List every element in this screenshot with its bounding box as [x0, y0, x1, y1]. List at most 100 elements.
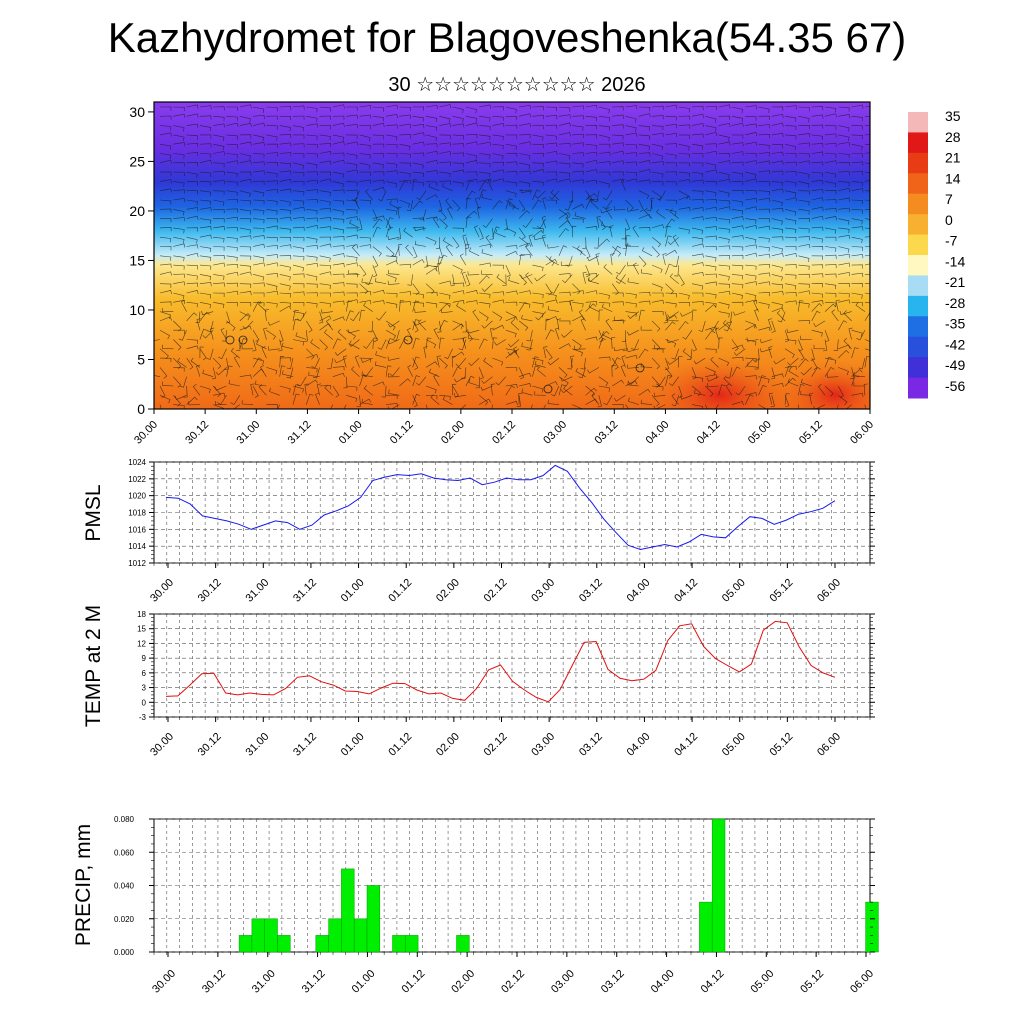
wind-barb: [306, 179, 318, 184]
wind-barb: [572, 348, 583, 357]
wind-barb: [532, 356, 539, 368]
wind-barb: [831, 309, 839, 322]
wind-barb: [346, 227, 358, 232]
wind-barb: [705, 264, 717, 271]
wind-barb: [306, 134, 318, 140]
wind-barb: [545, 299, 558, 304]
wind-barb: [439, 280, 452, 285]
wind-barb: [518, 227, 526, 240]
wind-barb: [705, 246, 717, 251]
wind-barb: [452, 169, 465, 174]
wind-barb: [745, 105, 757, 110]
wind-barb: [292, 319, 300, 331]
wind-barb: [467, 329, 480, 334]
wind-barb: [771, 227, 784, 234]
wind-barb: [346, 169, 359, 174]
wind-barb: [215, 367, 227, 376]
wind-barb: [452, 199, 461, 212]
wind-barb: [372, 171, 385, 176]
wind-barb: [452, 264, 463, 274]
wind-barb: [851, 302, 863, 307]
x-tick-label: 02.12: [482, 731, 510, 759]
wind-barb: [824, 171, 837, 178]
wind-barb: [824, 227, 837, 234]
wind-barb: [665, 302, 677, 308]
wind-barb: [705, 199, 717, 204]
wind-barb: [472, 309, 480, 322]
wind-barb: [479, 153, 491, 159]
wind-barb: [303, 330, 308, 342]
wind-barb: [253, 227, 265, 233]
wind-barb: [292, 246, 305, 253]
wind-barb: [785, 116, 797, 122]
y-tick-label: 3: [142, 684, 147, 693]
wind-barb: [558, 273, 571, 278]
wind-barb: [811, 283, 823, 288]
wind-barb: [621, 355, 626, 368]
wind-barb: [372, 264, 378, 278]
wind-barb: [718, 337, 724, 349]
wind-barb: [199, 207, 212, 212]
wind-barb: [572, 404, 583, 409]
wind-barb: [691, 105, 704, 111]
wind-barb: [306, 274, 318, 281]
wind-barb: [771, 106, 784, 111]
wind-barb: [226, 263, 239, 269]
wind-barb: [279, 152, 292, 157]
wind-barb: [258, 384, 267, 396]
x-tick-label: 02.00: [449, 968, 477, 996]
x-tick-label: 30.00: [150, 968, 178, 996]
wind-barb: [279, 385, 291, 393]
wind-barb: [159, 329, 171, 340]
wind-barb: [745, 190, 757, 195]
wind-barb: [279, 106, 292, 111]
wind-barb: [346, 329, 356, 340]
wind-barb: [550, 189, 560, 201]
wind-barb: [824, 190, 837, 195]
wind-barb: [651, 283, 663, 292]
wind-barb: [468, 247, 480, 257]
wind-barb: [811, 236, 823, 243]
wind-barb: [612, 301, 624, 306]
wind-barb: [745, 281, 758, 286]
wind-barb: [851, 125, 863, 130]
wind-barb: [758, 160, 771, 165]
wind-barb: [263, 327, 268, 340]
precip-ylabel: PRECIP, mm: [72, 824, 95, 946]
wind-barb: [718, 199, 730, 205]
wind-barb: [292, 226, 305, 231]
wind-barb: [519, 170, 531, 175]
wind-barb: [359, 105, 372, 110]
wind-barb: [532, 181, 544, 187]
wind-barb: [705, 367, 716, 376]
wind-barb: [319, 171, 331, 176]
wind-barb: [319, 302, 331, 308]
wind-barb: [487, 178, 493, 191]
wind-barb: [319, 142, 332, 148]
colorbar-label: 21: [945, 150, 961, 166]
wind-barb: [306, 171, 318, 176]
wind-barb: [332, 171, 345, 178]
wind-barb: [798, 283, 810, 289]
colorbar-swatch: [908, 377, 928, 399]
wind-barb: [226, 282, 238, 287]
wind-barb: [625, 161, 638, 166]
wind-barb: [278, 339, 283, 352]
wind-barb: [541, 234, 546, 247]
wind-barb: [771, 199, 783, 207]
wind-barb: [754, 308, 759, 322]
wind-barb: [758, 281, 771, 286]
wind-barb: [836, 404, 839, 409]
wind-barb: [479, 125, 491, 131]
wind-barb: [532, 229, 544, 238]
wind-barb: [159, 218, 172, 223]
wind-barb: [691, 153, 704, 158]
wind-barb: [306, 320, 313, 333]
wind-barb: [378, 190, 387, 202]
wind-barb: [372, 153, 385, 158]
wind-barb: [306, 354, 319, 359]
wind-barb: [505, 116, 518, 121]
wind-barb: [835, 299, 840, 312]
wind-barb: [452, 152, 465, 157]
wind-barb: [424, 255, 429, 268]
